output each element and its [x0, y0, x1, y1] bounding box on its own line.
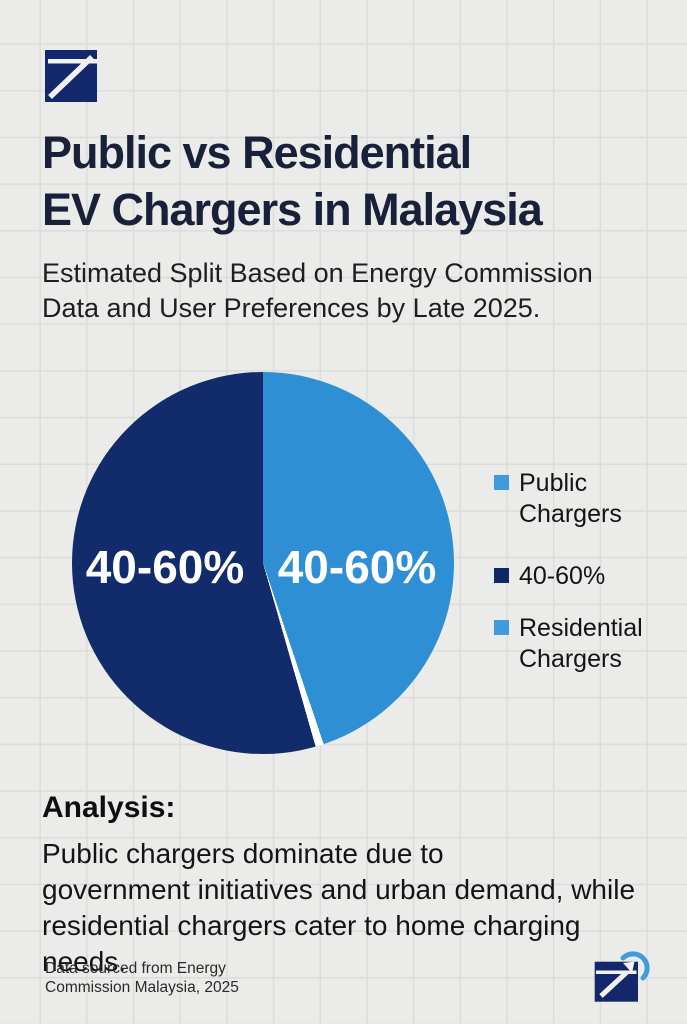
legend-item-public-chargers: Public Chargers: [494, 468, 674, 530]
page-title: Public vs Residential EV Chargers in Mal…: [42, 124, 652, 238]
page-subtitle: Estimated Split Based on Energy Commissi…: [42, 256, 662, 326]
brand-arrow-logo-icon: [45, 50, 97, 102]
legend-label: 40-60%: [519, 562, 606, 590]
analysis-heading: Analysis:: [42, 791, 176, 824]
chart-legend: Public Chargers 40-60% Residential Charg…: [494, 468, 674, 675]
pie-slice-label-public: 40-60%: [277, 541, 437, 593]
data-source-line1: Data sourced from Energy: [45, 960, 226, 977]
pie-slice-label-residential: 40-60%: [85, 541, 245, 593]
legend-item-40-60: 40-60%: [494, 561, 674, 592]
pie-chart: [72, 372, 454, 754]
analysis-body: Public chargers dominate due to governme…: [42, 836, 672, 980]
legend-swatch-icon: [494, 568, 509, 583]
analysis-line3: residential chargers cater to home charg…: [42, 910, 581, 977]
page-subtitle-line2: Data and User Preferences by Late 2025.: [42, 293, 541, 323]
legend-swatch-icon: [494, 620, 509, 635]
page-title-line2: EV Chargers in Malaysia: [42, 184, 543, 235]
analysis-line2: government initiatives and urban demand,…: [42, 874, 636, 905]
data-source-line2: Commission Malaysia, 2025: [45, 978, 239, 996]
page-subtitle-line1: Estimated Split Based on Energy Commissi…: [42, 258, 593, 288]
legend-label: Residential Chargers: [519, 614, 643, 673]
page-title-line1: Public vs Residential: [42, 127, 472, 178]
data-source-note: Data sourced from Energy Commission Mala…: [45, 960, 239, 997]
legend-swatch-icon: [494, 475, 509, 490]
analysis-line1: Public chargers dominate due to: [42, 838, 444, 869]
legend-item-residential-chargers: Residential Chargers: [494, 613, 674, 675]
legend-label: Public Chargers: [519, 469, 622, 528]
footer-arrow-logo-icon: [594, 951, 650, 1002]
